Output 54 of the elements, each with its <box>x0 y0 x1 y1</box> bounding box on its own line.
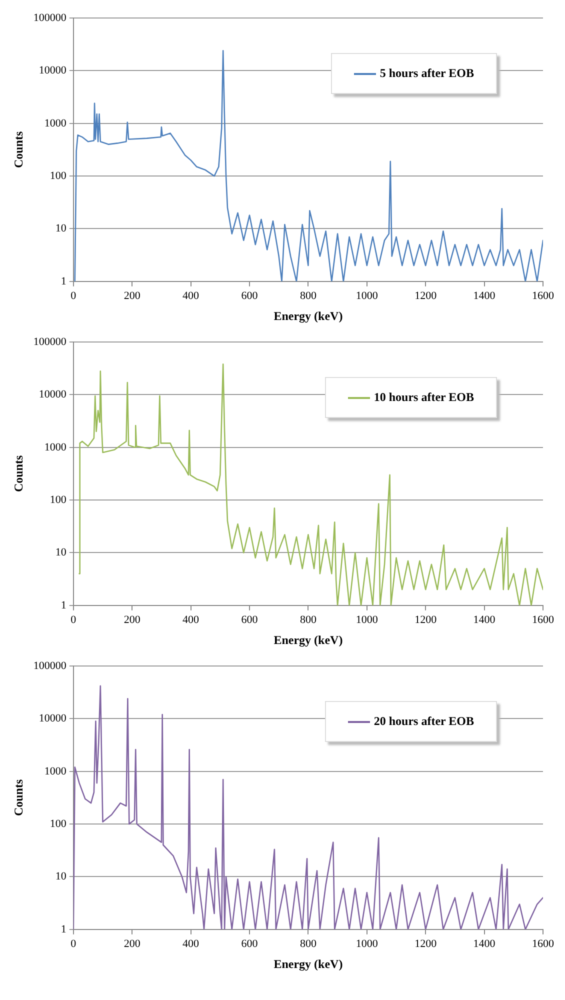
x-tick-label: 1200 <box>414 614 438 626</box>
y-tick-label: 1 <box>60 275 66 288</box>
y-tick-label: 100 <box>50 818 67 830</box>
y-tick-label: 10000 <box>38 712 67 725</box>
x-tick-label: 600 <box>241 938 258 950</box>
legend-label: 20 hours after EOB <box>374 714 474 729</box>
y-tick-label: 1000 <box>44 117 67 130</box>
x-axis-title: Energy (keV) <box>274 308 343 323</box>
x-tick-label: 0 <box>70 290 77 302</box>
legend-label: 10 hours after EOB <box>374 390 474 405</box>
y-tick-label: 1 <box>60 599 66 612</box>
x-tick-label: 1400 <box>473 290 496 302</box>
y-tick-label: 100000 <box>33 336 67 348</box>
y-tick-label: 1000 <box>44 441 67 454</box>
y-tick-label: 1000 <box>44 765 67 778</box>
x-tick-label: 1400 <box>473 614 496 626</box>
x-axis-title: Energy (keV) <box>274 956 343 971</box>
x-tick-label: 1000 <box>356 614 378 626</box>
y-axis-title: Counts <box>11 455 26 492</box>
x-tick-label: 400 <box>182 290 200 302</box>
x-tick-label: 0 <box>70 614 77 626</box>
y-tick-label: 1 <box>60 923 66 936</box>
x-tick-label: 800 <box>300 614 317 626</box>
x-tick-label: 200 <box>124 938 141 950</box>
y-tick-label: 100 <box>50 170 67 182</box>
y-tick-label: 10 <box>55 870 67 883</box>
x-tick-label: 1000 <box>356 290 378 302</box>
x-tick-label: 1600 <box>532 290 554 302</box>
x-tick-label: 600 <box>241 614 258 626</box>
x-tick-label: 800 <box>300 290 317 302</box>
x-tick-label: 1600 <box>532 938 554 950</box>
y-tick-label: 10000 <box>38 388 67 401</box>
y-tick-label: 10 <box>55 546 67 559</box>
y-axis-title: Counts <box>11 131 26 168</box>
x-axis-title: Energy (keV) <box>274 632 343 647</box>
y-tick-label: 100000 <box>33 12 67 24</box>
x-tick-label: 1000 <box>356 938 378 950</box>
x-tick-label: 1600 <box>532 614 554 626</box>
legend-label: 5 hours after EOB <box>380 66 474 81</box>
y-tick-label: 10000 <box>38 64 67 77</box>
x-tick-label: 200 <box>124 290 141 302</box>
x-tick-label: 400 <box>182 614 200 626</box>
x-tick-label: 0 <box>70 938 77 950</box>
y-tick-label: 10 <box>55 222 67 235</box>
x-tick-label: 1200 <box>414 938 438 950</box>
x-tick-label: 600 <box>241 290 258 302</box>
x-tick-label: 1400 <box>473 938 496 950</box>
y-tick-label: 100000 <box>33 660 67 672</box>
x-tick-label: 200 <box>124 614 141 626</box>
y-axis-title: Counts <box>11 779 26 816</box>
y-tick-label: 100 <box>50 494 67 506</box>
x-tick-label: 400 <box>182 938 200 950</box>
x-tick-label: 800 <box>300 938 317 950</box>
x-tick-label: 1200 <box>414 290 438 302</box>
